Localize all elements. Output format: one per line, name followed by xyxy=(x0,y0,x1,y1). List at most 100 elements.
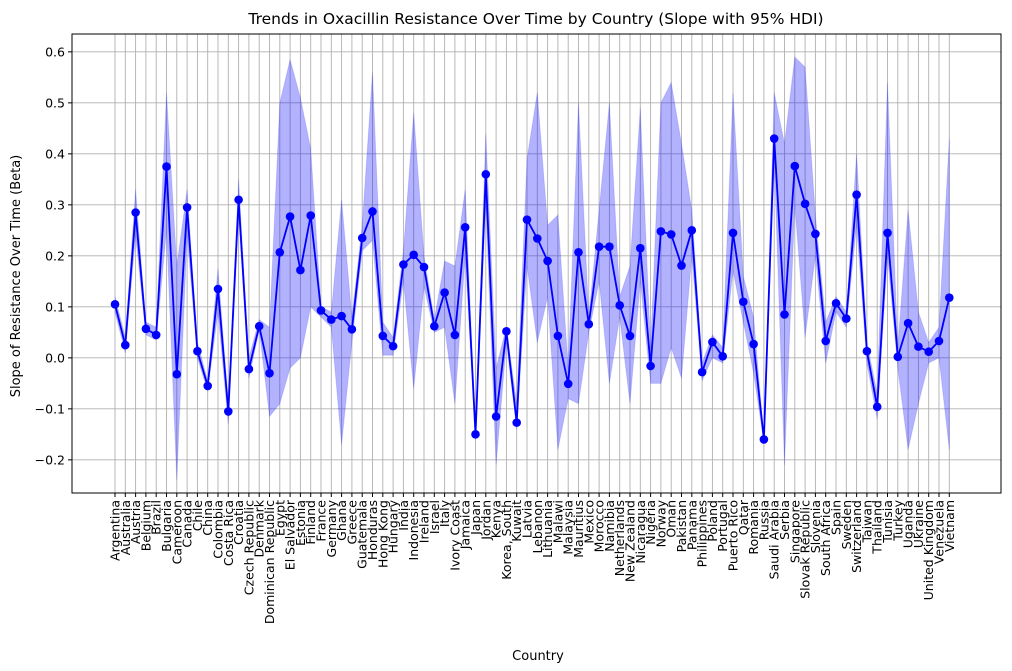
data-point xyxy=(924,347,933,357)
x-tick-label: Portugal xyxy=(715,500,730,552)
data-point xyxy=(615,301,624,310)
data-point xyxy=(893,352,903,362)
data-point xyxy=(399,260,408,269)
x-tick-label: Venezuela xyxy=(932,500,947,564)
x-tick-label: Romania xyxy=(746,500,761,555)
data-point xyxy=(636,243,645,253)
x-tick-label: Morocco xyxy=(592,500,607,552)
x-tick-label: Germany xyxy=(324,499,339,557)
data-point xyxy=(357,233,367,243)
data-point xyxy=(790,161,800,171)
x-tick-label: Cameroon xyxy=(169,500,184,564)
data-point xyxy=(543,256,552,266)
data-point xyxy=(254,321,264,331)
x-tick-label: Slovak Republic xyxy=(798,500,813,599)
data-point xyxy=(234,195,243,205)
data-point xyxy=(522,215,532,224)
data-point xyxy=(646,361,655,371)
data-point xyxy=(172,369,182,379)
x-tick-label: Norway xyxy=(653,499,668,547)
x-tick-label: Nigeria xyxy=(643,500,658,545)
data-point xyxy=(512,418,521,427)
x-tick-label: Switzerland xyxy=(849,500,864,573)
x-tick-label: Namibia xyxy=(602,500,617,552)
data-point xyxy=(872,402,882,412)
data-point xyxy=(811,229,820,239)
y-tick-label: 0.0 xyxy=(45,350,65,365)
y-tick-label: 0.3 xyxy=(45,197,65,212)
data-point xyxy=(151,330,161,340)
x-tick-label: Australia xyxy=(118,500,133,555)
data-point xyxy=(296,265,305,275)
x-tick-label: Guatemala xyxy=(355,500,370,569)
x-tick-label: Kuwait xyxy=(509,500,524,542)
x-tick-label: Italy xyxy=(437,499,452,527)
x-tick-label: South Africa xyxy=(818,500,833,576)
x-tick-label: India xyxy=(396,500,411,531)
data-point xyxy=(883,228,892,238)
data-point xyxy=(347,324,357,334)
y-tick-label: 0.5 xyxy=(45,95,65,110)
data-point xyxy=(584,319,594,329)
data-point xyxy=(574,247,583,257)
data-point xyxy=(409,250,419,260)
data-point xyxy=(285,212,295,221)
data-point xyxy=(862,346,872,356)
data-point xyxy=(378,331,388,341)
data-point xyxy=(749,339,758,349)
x-tick-label: Korea, South xyxy=(499,500,514,580)
series-points xyxy=(110,134,954,444)
x-tick-label: Dominican Republic xyxy=(262,500,277,624)
y-tick-label: 0.2 xyxy=(45,248,65,263)
x-tick-label: Lithuania xyxy=(540,500,555,558)
series-line xyxy=(114,137,951,441)
x-tick-label: Finland xyxy=(303,500,318,545)
data-point xyxy=(739,297,748,307)
x-tick-label: Greece xyxy=(344,500,359,545)
data-point xyxy=(141,324,151,334)
x-tick-label: Poland xyxy=(705,500,720,542)
x-tick-label: Egypt xyxy=(272,500,287,536)
y-axis: −0.2 −0.1 0.0 0.1 0.2 0.3 0.4 0.5 0.6 xyxy=(35,44,72,467)
data-point xyxy=(821,336,830,346)
data-point xyxy=(203,381,212,391)
data-point xyxy=(460,222,470,232)
data-point xyxy=(594,242,604,251)
data-point xyxy=(903,318,913,328)
data-point xyxy=(625,331,635,341)
x-tick-label: Oman xyxy=(664,500,679,538)
x-tick-label: Ireland xyxy=(417,500,432,543)
x-tick-label: France xyxy=(314,500,329,542)
hdi-band xyxy=(114,55,950,481)
x-tick-label: Kenya xyxy=(489,500,504,538)
data-point xyxy=(213,284,223,294)
x-axis: ArgentinaAustraliaAustriaBelgiumBrazilBu… xyxy=(108,493,957,624)
data-point xyxy=(121,340,130,350)
x-tick-label: Netherlands xyxy=(612,500,627,576)
x-tick-label: Russia xyxy=(756,500,771,540)
x-tick-label: Qatar xyxy=(736,499,751,535)
data-point xyxy=(769,134,779,143)
x-tick-label: Vietnam xyxy=(942,500,957,552)
data-point xyxy=(419,262,429,272)
x-tick-label: Croatia xyxy=(231,500,246,545)
data-point xyxy=(471,430,480,439)
x-axis-title: Country xyxy=(512,649,564,664)
x-tick-label: Denmark xyxy=(252,499,267,557)
data-point xyxy=(553,331,563,341)
y-tick-label: −0.1 xyxy=(35,401,65,416)
data-point xyxy=(440,288,449,297)
y-tick-label: 0.6 xyxy=(45,44,65,59)
data-point xyxy=(162,162,171,171)
data-point xyxy=(224,407,233,416)
x-tick-label: Panama xyxy=(684,500,699,550)
x-tick-label: Ghana xyxy=(334,500,349,541)
data-point xyxy=(718,352,727,361)
data-point xyxy=(914,342,923,351)
x-tick-label: Ivory Coast xyxy=(447,500,462,571)
x-tick-label: Spain xyxy=(829,500,844,535)
x-tick-label: Canada xyxy=(180,500,195,548)
x-tick-label: Jordan xyxy=(478,500,493,541)
data-point xyxy=(306,211,316,220)
